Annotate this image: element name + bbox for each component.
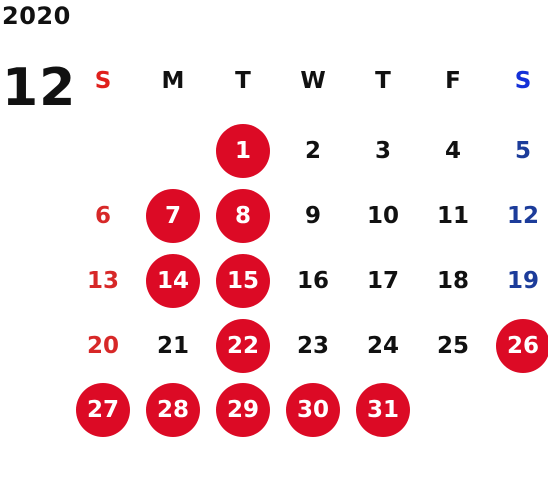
day-cell-marked: 28 <box>146 383 200 437</box>
day-cell: 18 <box>436 268 469 294</box>
day-cell: 10 <box>366 203 399 229</box>
day-cell-marked: 26 <box>496 319 548 373</box>
day-cell: 19 <box>506 268 539 294</box>
day-cell-marked: 14 <box>146 254 200 308</box>
weekday-header-mon: M <box>161 68 185 94</box>
day-cell: 20 <box>86 333 119 359</box>
day-cell: 25 <box>436 333 469 359</box>
day-cell: 9 <box>304 203 321 229</box>
weekday-header-fri: F <box>445 68 461 94</box>
day-cell: 13 <box>86 268 119 294</box>
day-cell: 17 <box>366 268 399 294</box>
year-label: 2020 <box>2 2 71 30</box>
day-cell: 24 <box>366 333 399 359</box>
day-cell-marked: 30 <box>286 383 340 437</box>
day-cell-marked: 22 <box>216 319 270 373</box>
day-cell: 21 <box>156 333 189 359</box>
day-cell: 3 <box>374 138 391 164</box>
weekday-header-sat: S <box>514 68 532 94</box>
weekday-header-tue: T <box>235 68 251 94</box>
day-cell: 12 <box>506 203 539 229</box>
day-cell: 2 <box>304 138 321 164</box>
day-cell: 16 <box>296 268 329 294</box>
weekday-header-sun: S <box>94 68 112 94</box>
day-cell: 11 <box>436 203 469 229</box>
day-cell: 5 <box>514 138 531 164</box>
weekday-header-thu: T <box>375 68 391 94</box>
day-cell-marked: 31 <box>356 383 410 437</box>
weekday-header-wed: W <box>300 68 326 94</box>
day-cell: 23 <box>296 333 329 359</box>
day-cell-marked: 7 <box>146 189 200 243</box>
day-cell-marked: 29 <box>216 383 270 437</box>
day-cell: 6 <box>94 203 111 229</box>
day-cell-marked: 1 <box>216 124 270 178</box>
day-cell-marked: 15 <box>216 254 270 308</box>
day-cell-marked: 27 <box>76 383 130 437</box>
day-cell: 4 <box>444 138 461 164</box>
day-cell-marked: 8 <box>216 189 270 243</box>
month-number: 12 <box>2 58 77 118</box>
